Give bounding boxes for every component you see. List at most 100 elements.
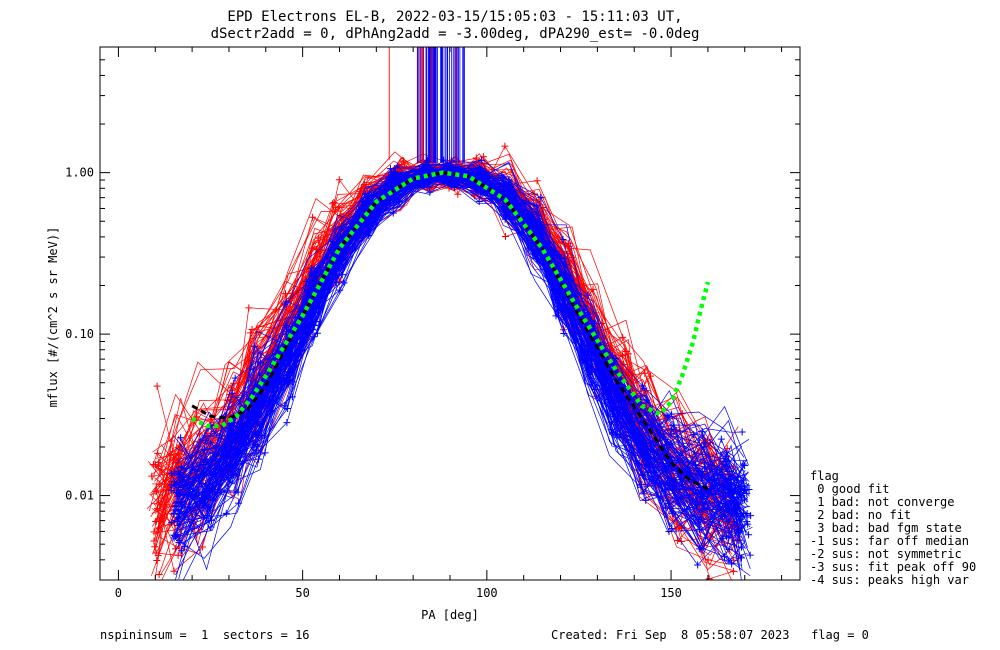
series-1-marker-110-4 xyxy=(282,328,290,336)
series-1-marker-98-20 xyxy=(724,518,732,526)
series-1-marker-86-18 xyxy=(668,410,676,418)
series-1-marker-42-0 xyxy=(178,547,186,555)
series-0-marker-4-13 xyxy=(502,232,510,240)
series-1-marker-116-18 xyxy=(661,463,669,471)
series-1-line-114 xyxy=(178,171,742,559)
series-0-marker-64-7 xyxy=(328,200,336,208)
legend-entry-3: 3 bad: bad fgm state xyxy=(810,521,962,535)
series-1-marker-18-4 xyxy=(283,419,291,427)
series-0-marker-76-1 xyxy=(172,545,180,553)
y-tick-label-2: 1.00 xyxy=(65,166,94,180)
series-1-marker-64-21 xyxy=(738,543,746,551)
series-1-marker-100-7 xyxy=(365,195,373,203)
series-1-marker-118-21 xyxy=(735,500,743,508)
series-1-marker-94-0 xyxy=(170,468,178,476)
series-1-marker-116-0 xyxy=(172,502,180,510)
series-1-marker-66-20 xyxy=(717,435,725,443)
series-1-marker-100-0 xyxy=(174,517,182,525)
series-1-marker-22-19 xyxy=(694,561,702,569)
series-1-marker-86-17 xyxy=(638,382,646,390)
series-1-marker-118-14 xyxy=(558,308,566,316)
series-1-line-49 xyxy=(177,172,745,527)
series-1-marker-100-12 xyxy=(498,173,506,181)
series-1-marker-104-21 xyxy=(738,428,746,436)
series-1-marker-102-9 xyxy=(425,161,433,169)
plot-area xyxy=(146,47,755,590)
series-1-marker-84-2 xyxy=(224,473,232,481)
series-0-line-55 xyxy=(152,167,737,571)
series-1-marker-88-0 xyxy=(175,536,183,544)
series-1-marker-118-19 xyxy=(693,499,701,507)
series-0-line-20 xyxy=(151,157,739,576)
series-1-marker-98-6 xyxy=(337,257,345,265)
series-1-marker-108-3 xyxy=(259,391,267,399)
series-1-marker-84-21 xyxy=(739,460,747,468)
series-1-marker-104-16 xyxy=(613,393,621,401)
series-1-marker-112-10 xyxy=(445,178,453,186)
series-1-marker-118-20 xyxy=(718,471,726,479)
series-0-marker-54-0 xyxy=(151,461,159,469)
x-axis-label: PA [deg] xyxy=(421,608,479,622)
series-1-marker-116-21 xyxy=(745,486,753,494)
series-1-marker-102-1 xyxy=(200,468,208,476)
series-1-marker-58-0 xyxy=(173,531,181,539)
series-1-marker-118-1 xyxy=(208,469,216,477)
series-0-marker-16-1 xyxy=(174,551,182,559)
series-1-marker-62-20 xyxy=(725,545,733,553)
series-1-marker-114-21 xyxy=(737,554,745,562)
series-1-marker-110-2 xyxy=(230,445,238,453)
series-1-marker-54-19 xyxy=(700,443,708,451)
series-1-marker-62-5 xyxy=(310,333,318,341)
series-0-marker-78-15 xyxy=(564,242,572,250)
series-1-line-59 xyxy=(169,165,742,517)
series-1-marker-66-2 xyxy=(228,389,236,397)
series-1-marker-116-19 xyxy=(694,467,702,475)
series-1-marker-112-18 xyxy=(670,477,678,485)
series-1-marker-94-18 xyxy=(670,448,678,456)
legend-entry-2: 2 bad: no fit xyxy=(810,508,911,522)
y-tick-label-1: 0.10 xyxy=(65,327,94,341)
series-1-marker-114-17 xyxy=(645,460,653,468)
series-0-marker-78-1 xyxy=(175,450,183,458)
series-0-marker-4-1 xyxy=(170,567,178,575)
series-1-marker-108-5 xyxy=(309,304,317,312)
y-tick-label-0: 0.01 xyxy=(65,489,94,503)
x-tick-label-2: 100 xyxy=(476,586,498,600)
series-0-marker-72-20 xyxy=(705,575,713,580)
series-0-marker-30-4 xyxy=(246,329,254,337)
series-1-marker-116-15 xyxy=(589,340,597,348)
chart-subtitle: dSectr2add = 0, dPhAng2add = -3.00deg, d… xyxy=(211,26,700,42)
series-1-marker-108-20 xyxy=(722,492,730,500)
series-1-marker-70-10 xyxy=(451,183,459,191)
series-1-marker-106-20 xyxy=(725,556,733,564)
series-1-marker-66-15 xyxy=(584,291,592,299)
legend-title: flag xyxy=(810,469,839,483)
series-1-marker-46-19 xyxy=(698,545,706,553)
legend-entry-7: -4 sus: peaks high var xyxy=(810,573,969,587)
series-0-marker-68-13 xyxy=(501,142,509,150)
series-1-marker-98-2 xyxy=(230,470,238,478)
footer-left: nspininsum = 1 sectors = 16 xyxy=(100,628,310,642)
y-axis-label: mflux [#/(cm^2 s sr MeV)] xyxy=(46,227,60,408)
series-1-marker-116-1 xyxy=(199,488,207,496)
series-1-marker-68-14 xyxy=(562,260,570,268)
series-1-marker-100-6 xyxy=(329,238,337,246)
series-0-marker-72-9 xyxy=(400,163,408,171)
series-1-line-108 xyxy=(172,168,743,501)
series-0-marker-14-4 xyxy=(245,304,253,312)
series-1-marker-64-9 xyxy=(426,188,434,196)
series-0-line-27 xyxy=(151,167,739,573)
series-0-marker-72-21 xyxy=(729,567,737,575)
series-0-marker-78-0 xyxy=(154,462,162,470)
series-1-line-116 xyxy=(176,161,750,507)
series-1-marker-118-17 xyxy=(634,460,642,468)
series-1-marker-2-0 xyxy=(170,583,177,590)
series-1-marker-108-8 xyxy=(393,171,401,179)
series-1-marker-118-15 xyxy=(586,370,594,378)
series-1-marker-62-6 xyxy=(340,279,348,287)
series-1-marker-54-0 xyxy=(168,519,176,527)
flag-legend: flag 0 good fit 1 bad: not converge 2 ba… xyxy=(810,469,976,587)
series-1-marker-70-21 xyxy=(745,531,753,539)
series-1-marker-118-2 xyxy=(228,460,236,468)
